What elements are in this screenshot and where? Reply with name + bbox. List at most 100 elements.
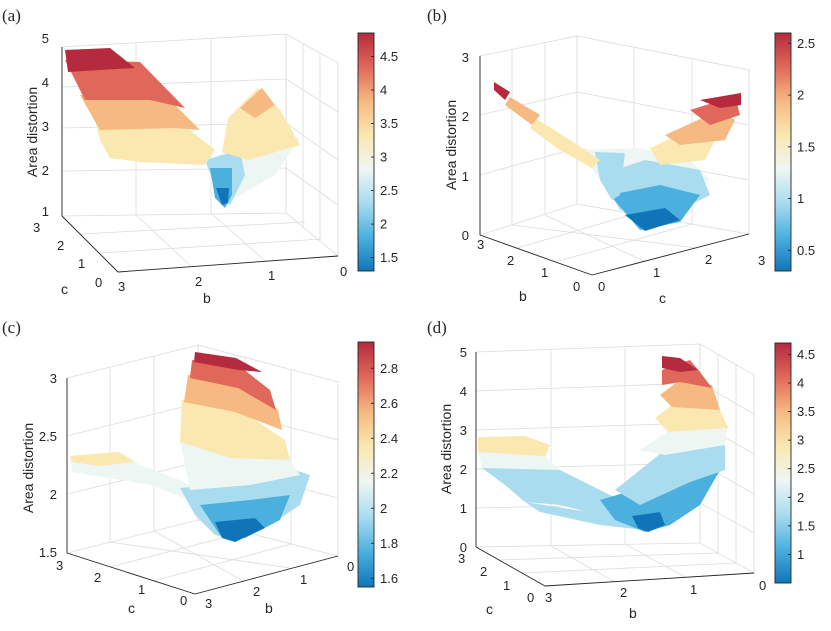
- colorbar-tick-label: 2: [380, 217, 387, 232]
- axis-tick: 0: [347, 559, 354, 574]
- surface-patch: [95, 118, 215, 165]
- surface-patch: [632, 512, 665, 532]
- surface-patch: [194, 352, 262, 372]
- right-axis-ticks: 3 2 1 0: [545, 578, 766, 605]
- axis-tick: 3: [545, 590, 552, 605]
- axis-tick: 2: [57, 238, 64, 253]
- left-axis-ticks: 3 2 1 0: [477, 237, 580, 294]
- surface-patch: [625, 208, 680, 231]
- left-axis-ticks: 3 2 1 0: [56, 558, 187, 608]
- right-axis-ticks: 0 1 2 3: [598, 252, 765, 294]
- colorbar-tick-label: 4.5: [380, 49, 398, 64]
- panel-a: (a): [2, 6, 398, 306]
- axis-tick: 0: [598, 279, 605, 294]
- axis-tick: 1: [503, 578, 510, 593]
- colorbar-tick-label: 1.5: [380, 250, 398, 265]
- colorbar-tick-label: 2.4: [380, 431, 398, 446]
- surface-patch: [478, 452, 560, 472]
- axis-tick: 0: [95, 275, 102, 290]
- surface-patch: [478, 436, 550, 458]
- surface-patch: [180, 440, 300, 490]
- axis-tick: 3: [118, 279, 125, 294]
- left-axis-label: c: [128, 600, 135, 616]
- surface-patch: [70, 452, 135, 466]
- colorbar-tick-label: 3.5: [380, 116, 398, 131]
- axis-tick: 2: [620, 585, 627, 600]
- surface-patch: [640, 425, 728, 455]
- colorbar-ticks: 0.5 1 1.5 2 2.5: [788, 36, 815, 258]
- colorbar-tick-label: 2.5: [380, 183, 398, 198]
- axis-tick: 2: [195, 274, 202, 289]
- colorbar: 1.6 1.8 2 2.2 2.4 2.6 2.8: [357, 341, 398, 588]
- left-axis-label: b: [519, 288, 527, 304]
- colorbar-tick-label: 3.5: [797, 404, 815, 419]
- surface: [70, 352, 310, 542]
- surface-patch: [482, 468, 630, 520]
- surface: [478, 356, 728, 532]
- z-tick: 2: [42, 163, 49, 178]
- left-axis-ticks: 3 2 1 0: [458, 551, 534, 605]
- colorbar: 0.5 1 1.5 2 2.5: [774, 32, 815, 272]
- z-tick: 5: [460, 345, 467, 360]
- panel-d: (d): [427, 318, 815, 621]
- axis-tick: 3: [458, 551, 465, 566]
- colorbar-frame: [774, 342, 792, 584]
- surface-patch: [525, 502, 645, 530]
- surface-patch: [180, 400, 290, 460]
- axis-tick: 0: [527, 590, 534, 605]
- axis-tick: 3: [56, 558, 63, 573]
- axis-tick: 1: [138, 582, 145, 597]
- axis-lines: [475, 352, 755, 587]
- axis-tick: 2: [705, 252, 712, 267]
- surface-patch: [600, 470, 720, 532]
- z-axis-ticks: 5 4 3 2 1: [42, 31, 49, 219]
- axis-lines: [479, 56, 750, 276]
- colorbar-frame: [774, 32, 792, 272]
- panel-letter: (b): [427, 6, 447, 25]
- surface-patch: [595, 152, 625, 200]
- panel-letter: (d): [427, 318, 447, 337]
- surface: [65, 48, 300, 208]
- axis-tick: 3: [205, 596, 212, 611]
- surface-patch: [190, 360, 276, 410]
- z-axis-ticks: 5 4 3 2 1 0: [460, 345, 467, 555]
- colorbar-tick-label: 1.8: [380, 536, 398, 551]
- colorbar-tick-label: 1: [797, 191, 804, 206]
- z-axis-ticks: 3 2 1 0: [462, 50, 469, 243]
- surface-patch: [615, 440, 725, 505]
- colorbar-tick-label: 2.8: [380, 361, 398, 376]
- surface-patch: [222, 88, 300, 160]
- colorbar-tick-label: 2: [797, 88, 804, 103]
- z-tick: 0: [462, 228, 469, 243]
- colorbar-tick-label: 4.5: [797, 347, 815, 362]
- panel-c: (c): [2, 318, 398, 616]
- axis-tick: 3: [33, 220, 40, 235]
- right-axis-label: b: [265, 600, 273, 616]
- colorbar-tick-label: 2: [797, 490, 804, 505]
- axis-tick: 3: [758, 253, 765, 268]
- surface-patch: [184, 375, 282, 430]
- z-tick: 5: [42, 31, 49, 46]
- surface-patch: [215, 518, 265, 542]
- z-axis-label: Area distortion: [443, 100, 459, 190]
- right-axis-ticks: 3 2 1 0: [118, 264, 347, 294]
- colorbar-tick-label: 1.5: [797, 139, 815, 154]
- z-tick: 4: [42, 75, 49, 90]
- z-axis-ticks: 3 2.5 2 1.5: [39, 371, 57, 560]
- axis-tick: 3: [477, 237, 484, 252]
- colorbar-tick-label: 2.5: [797, 461, 815, 476]
- axis-tick: 0: [573, 279, 580, 294]
- z-tick: 2: [460, 462, 467, 477]
- colorbar-tick-label: 4: [797, 376, 804, 391]
- axis-tick: 2: [507, 253, 514, 268]
- axis-tick: 2: [253, 584, 260, 599]
- axis-lines: [66, 378, 339, 595]
- surface-patch: [240, 88, 275, 118]
- colorbar-tick-label: 2.6: [380, 396, 398, 411]
- surface-patch: [65, 48, 135, 72]
- axis-tick: 2: [480, 564, 487, 579]
- axis-tick: 1: [78, 256, 85, 271]
- colorbar-ticks: 1.6 1.8 2 2.2 2.4 2.6 2.8: [371, 361, 398, 586]
- axis-tick: 2: [94, 570, 101, 585]
